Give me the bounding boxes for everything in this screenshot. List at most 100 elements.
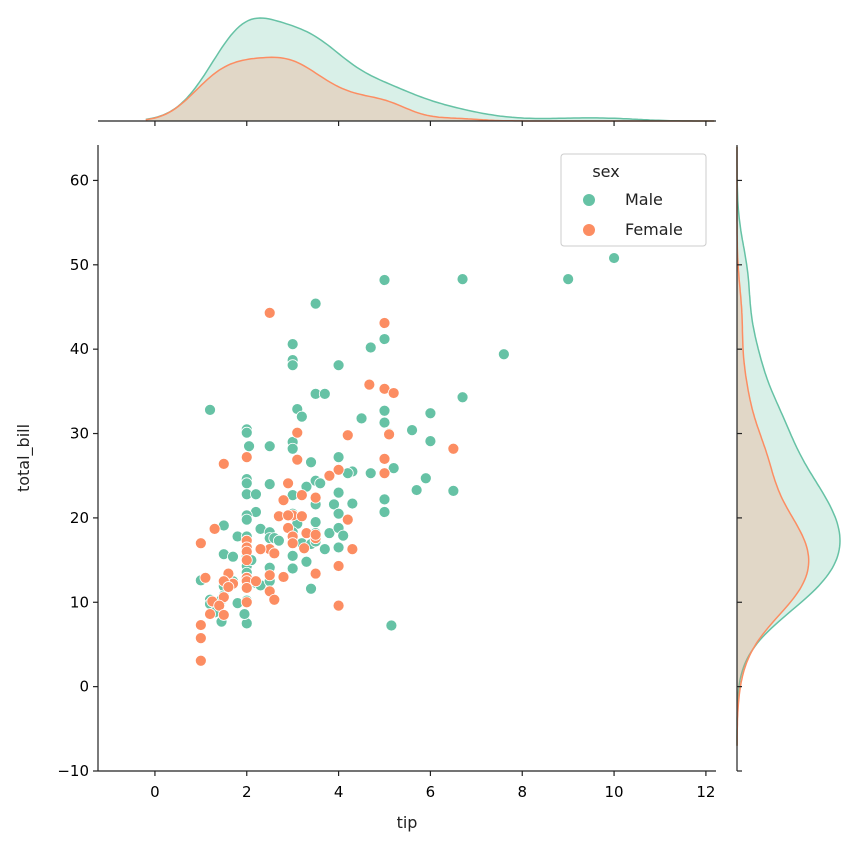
point-male (447, 485, 460, 497)
x-tick-label: 8 (517, 783, 527, 801)
legend: sex Male Female (560, 153, 707, 247)
point-female (208, 522, 221, 535)
point-female (286, 537, 299, 550)
point-male (378, 333, 391, 345)
point-male (227, 550, 239, 563)
point-male (332, 507, 345, 520)
point-male (424, 407, 437, 420)
point-female (363, 378, 376, 391)
point-female (295, 510, 308, 523)
y-tick-label: 10 (70, 593, 89, 611)
point-male (497, 348, 510, 361)
point-female (341, 513, 354, 526)
point-male (378, 274, 391, 286)
legend-title: sex (592, 162, 619, 181)
x-tick-label: 2 (242, 783, 252, 801)
point-female (254, 543, 267, 556)
point-female (268, 547, 281, 560)
point-male (240, 426, 253, 439)
point-female (277, 571, 290, 583)
point-male (456, 273, 469, 286)
point-male (286, 338, 299, 351)
point-male (332, 486, 345, 499)
x-tick-label: 10 (605, 783, 624, 801)
point-female (240, 596, 253, 609)
x-tick-label: 4 (334, 783, 344, 801)
point-female (213, 599, 226, 612)
point-female (217, 458, 230, 470)
point-female (309, 491, 322, 504)
right-kde-fill-female (737, 146, 809, 746)
point-female (341, 429, 354, 442)
point-female (323, 469, 336, 482)
legend-box (560, 153, 707, 247)
scatter-points (194, 252, 620, 667)
point-male (314, 477, 327, 490)
point-male (273, 534, 285, 547)
point-female (194, 632, 207, 645)
point-female (263, 306, 276, 319)
point-male (323, 527, 336, 539)
top-kde-fill-male (145, 18, 715, 121)
point-female (309, 567, 322, 580)
point-female (447, 442, 460, 455)
top-marginal-kde (145, 17, 715, 122)
point-female (199, 571, 212, 584)
y-tick-label: 20 (70, 509, 89, 527)
legend-marker-female (583, 224, 595, 236)
point-female (378, 452, 391, 465)
y-axis-label: total_bill (14, 424, 34, 492)
point-male (263, 478, 276, 491)
point-male (309, 516, 322, 529)
legend-marker-male (583, 194, 595, 206)
point-male (410, 484, 423, 496)
top-kde-fill-female (145, 57, 715, 121)
point-female (194, 619, 207, 631)
point-male (378, 506, 391, 518)
point-female (240, 582, 253, 594)
point-female (263, 569, 276, 582)
point-male (286, 359, 299, 372)
y-tick-label: 50 (70, 256, 89, 274)
point-female (295, 489, 308, 502)
legend-label-female: Female (625, 220, 683, 239)
point-female (268, 593, 281, 606)
point-female (378, 317, 391, 329)
point-male (332, 541, 345, 554)
point-male (305, 582, 317, 595)
point-male (337, 529, 350, 542)
point-male (378, 416, 391, 429)
x-tick-label: 12 (696, 783, 715, 801)
point-male (240, 477, 253, 490)
point-male (364, 467, 377, 480)
point-female (383, 428, 395, 441)
point-male (250, 488, 262, 501)
point-male (286, 562, 299, 575)
point-female (250, 575, 262, 588)
point-female (222, 581, 235, 593)
point-male (286, 549, 299, 562)
point-male (332, 359, 345, 372)
point-female (282, 477, 294, 490)
point-male (385, 619, 398, 632)
point-male (263, 440, 276, 453)
y-tick-label: 60 (70, 171, 89, 189)
point-male (456, 391, 469, 404)
point-female (282, 509, 294, 522)
point-female (291, 426, 304, 439)
point-male (318, 387, 331, 400)
right-kde-fill-male (737, 146, 840, 746)
top-kde-line-male (145, 17, 715, 122)
point-female (194, 654, 207, 667)
point-male (364, 341, 377, 354)
point-male (424, 435, 437, 448)
point-male (378, 404, 391, 417)
point-male (419, 472, 432, 485)
y-tick-label: −10 (57, 762, 89, 780)
point-female (346, 543, 359, 556)
y-tick-label: 0 (79, 678, 89, 696)
x-axis-label: tip (397, 813, 418, 832)
point-female (291, 453, 304, 466)
right-marginal-kde (736, 146, 841, 746)
